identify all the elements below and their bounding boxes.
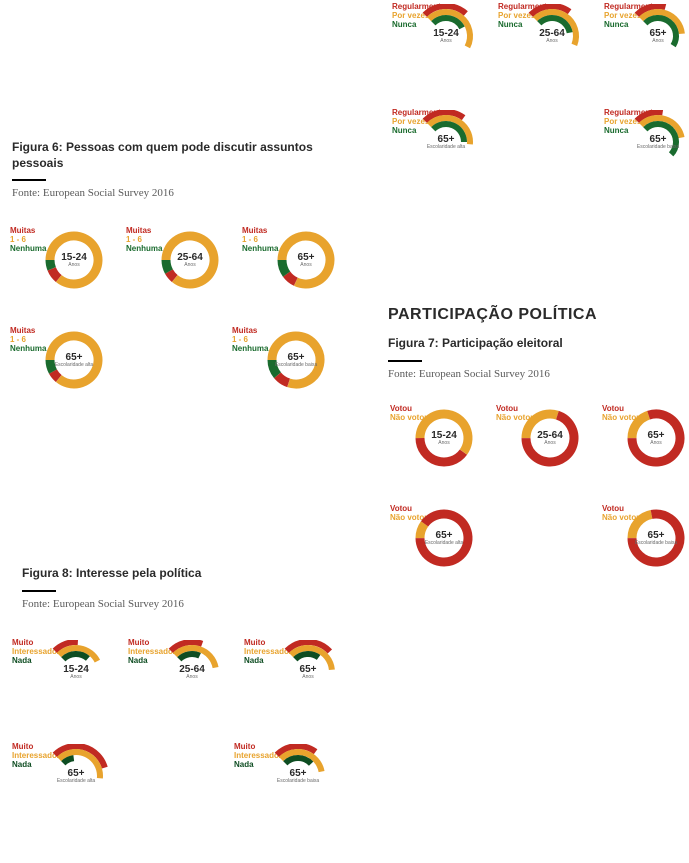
legend-item: Muitas bbox=[232, 326, 268, 335]
donut-chart: MuitoInteressado/aNada25-64Anos bbox=[122, 636, 232, 716]
donut-svg-wrap bbox=[44, 640, 108, 704]
donut-chart: Muitas1 - 6Nenhuma25-64Anos bbox=[120, 224, 230, 304]
donut-svg-wrap bbox=[624, 506, 688, 570]
donut-chart: Muitas1 - 6Nenhuma65+Anos bbox=[236, 224, 346, 304]
fig8-source: Fonte: European Social Survey 2016 bbox=[22, 598, 302, 610]
legend-item: 1 - 6 bbox=[10, 335, 46, 344]
donut-chart: Muitas1 - 6Nenhuma15-24Anos bbox=[4, 224, 114, 304]
fig8-caption-block: Figura 8: Interesse pela política Fonte:… bbox=[22, 566, 302, 610]
legend-item: Nenhuma bbox=[126, 244, 162, 253]
fig7-caption-block: Figura 7: Participação eleitoral Fonte: … bbox=[388, 336, 668, 380]
donut-chart: RegularmentePor vezesNunca25-64Anos bbox=[492, 0, 592, 80]
donut-chart: RegularmentePor vezesNunca65+Escolaridad… bbox=[386, 106, 486, 186]
donut-chart: VotouNão votou15-24Anos bbox=[384, 402, 484, 482]
fig6-rule bbox=[12, 179, 46, 181]
legend-item: 1 - 6 bbox=[242, 235, 278, 244]
legend-item: Muitas bbox=[242, 226, 278, 235]
donut-svg-wrap bbox=[626, 4, 689, 68]
fig7-rule bbox=[388, 360, 422, 362]
legend-item: Muitas bbox=[10, 226, 46, 235]
donut-svg-wrap bbox=[160, 640, 224, 704]
fig8-row1: MuitoInteressado/aNada15-24AnosMuitoInte… bbox=[6, 636, 348, 716]
legend-item: Nenhuma bbox=[232, 344, 268, 353]
donut-svg-wrap bbox=[42, 328, 106, 392]
legend-item: Nenhuma bbox=[10, 244, 46, 253]
legend-item: Muitas bbox=[126, 226, 162, 235]
fig6-title: Figura 6: Pessoas com quem pode discutir… bbox=[12, 140, 332, 171]
donut-chart: VotouNão votou65+Anos bbox=[596, 402, 689, 482]
fig8-rule bbox=[22, 590, 56, 592]
fig6-row2: RegularmentePor vezesNunca65+Escolaridad… bbox=[386, 106, 689, 186]
legend-item: 1 - 6 bbox=[126, 235, 162, 244]
donut-svg-wrap bbox=[412, 506, 476, 570]
donut-svg-wrap bbox=[264, 328, 328, 392]
donut-svg-wrap bbox=[412, 406, 476, 470]
donut-chart: MuitoInteressado/aNada65+Escolaridade ba… bbox=[228, 740, 338, 820]
donut-svg-wrap bbox=[266, 744, 330, 808]
chart-legend: Muitas1 - 6Nenhuma bbox=[10, 226, 46, 254]
donut-svg-wrap bbox=[42, 228, 106, 292]
donut-chart: MuitoInteressado/aNada65+Escolaridade al… bbox=[6, 740, 116, 820]
donut-chart: VotouNão votou25-64Anos bbox=[490, 402, 590, 482]
donut-svg-wrap bbox=[158, 228, 222, 292]
legend-item: Nenhuma bbox=[10, 344, 46, 353]
fig-pessoais-row2: Muitas1 - 6Nenhuma65+Escolaridade altaMu… bbox=[4, 324, 336, 404]
legend-item: Nenhuma bbox=[242, 244, 278, 253]
fig6-caption-block: Figura 6: Pessoas com quem pode discutir… bbox=[12, 140, 332, 199]
donut-chart: RegularmentePor vezesNunca65+Anos bbox=[598, 0, 689, 80]
donut-chart: RegularmentePor vezesNunca15-24Anos bbox=[386, 0, 486, 80]
chart-legend: Muitas1 - 6Nenhuma bbox=[126, 226, 162, 254]
donut-chart: VotouNão votou65+Escolaridade baixa bbox=[596, 502, 689, 582]
donut-svg-wrap bbox=[44, 744, 108, 808]
donut-chart: MuitoInteressado/aNada15-24Anos bbox=[6, 636, 116, 716]
empty-slot bbox=[120, 324, 220, 404]
empty-slot bbox=[492, 106, 592, 186]
donut-chart: Muitas1 - 6Nenhuma65+Escolaridade alta bbox=[4, 324, 114, 404]
fig7-title: Figura 7: Participação eleitoral bbox=[388, 336, 668, 352]
donut-chart: VotouNão votou65+Escolaridade alta bbox=[384, 502, 484, 582]
fig6-row1: RegularmentePor vezesNunca15-24AnosRegul… bbox=[386, 0, 689, 80]
donut-svg-wrap bbox=[626, 110, 689, 174]
fig-pessoais-row1: Muitas1 - 6Nenhuma15-24AnosMuitas1 - 6Ne… bbox=[4, 224, 346, 304]
chart-legend: Muitas1 - 6Nenhuma bbox=[242, 226, 278, 254]
fig7-row2: VotouNão votou65+Escolaridade alta VotouN… bbox=[384, 502, 689, 582]
empty-slot bbox=[490, 502, 590, 582]
donut-chart: Muitas1 - 6Nenhuma65+Escolaridade baixa bbox=[226, 324, 336, 404]
donut-svg-wrap bbox=[414, 4, 478, 68]
donut-svg-wrap bbox=[274, 228, 338, 292]
chart-legend: Muitas1 - 6Nenhuma bbox=[10, 326, 46, 354]
fig7-source: Fonte: European Social Survey 2016 bbox=[388, 368, 668, 380]
legend-item: 1 - 6 bbox=[232, 335, 268, 344]
donut-svg-wrap bbox=[414, 110, 478, 174]
donut-chart: RegularmentePor vezesNunca65+Escolaridad… bbox=[598, 106, 689, 186]
chart-legend: Muitas1 - 6Nenhuma bbox=[232, 326, 268, 354]
legend-item: Muitas bbox=[10, 326, 46, 335]
empty-slot bbox=[122, 740, 222, 820]
section2-title: PARTICIPAÇÃO POLÍTICA bbox=[388, 306, 597, 324]
donut-svg-wrap bbox=[624, 406, 688, 470]
legend-item: 1 - 6 bbox=[10, 235, 46, 244]
fig8-row2: MuitoInteressado/aNada65+Escolaridade al… bbox=[6, 740, 338, 820]
fig6-source: Fonte: European Social Survey 2016 bbox=[12, 187, 332, 199]
donut-svg-wrap bbox=[276, 640, 340, 704]
donut-svg-wrap bbox=[518, 406, 582, 470]
donut-svg-wrap bbox=[520, 4, 584, 68]
fig8-title: Figura 8: Interesse pela política bbox=[22, 566, 302, 582]
donut-chart: MuitoInteressado/aNada65+Anos bbox=[238, 636, 348, 716]
fig7-row1: VotouNão votou15-24AnosVotouNão votou25-… bbox=[384, 402, 689, 482]
